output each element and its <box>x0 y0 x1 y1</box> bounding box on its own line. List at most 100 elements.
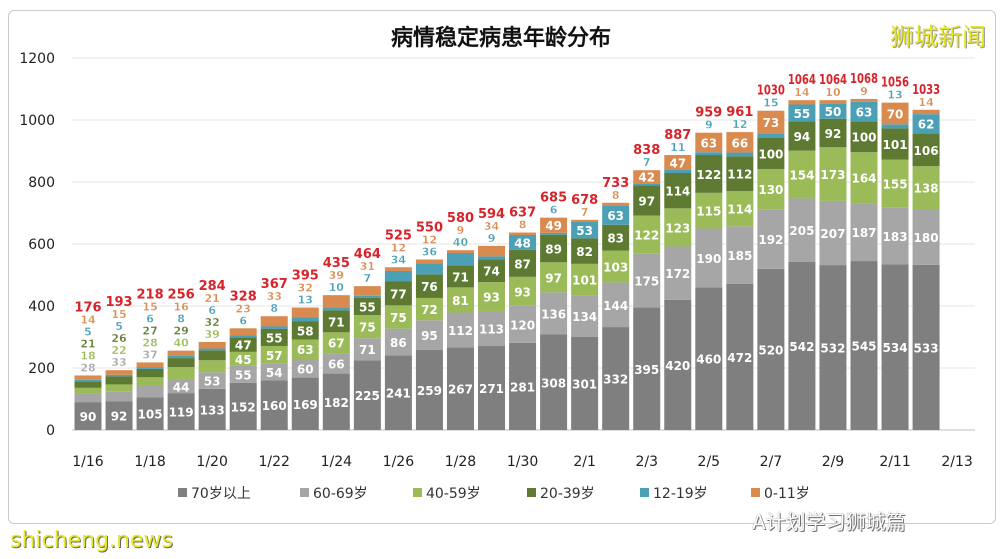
segment-label: 395 <box>634 363 659 377</box>
segment-label: 6 <box>239 314 247 327</box>
bar-segment <box>291 359 319 378</box>
bar-segment <box>136 367 164 369</box>
segment-label: 472 <box>727 351 752 365</box>
segment-label: 94 <box>794 130 811 144</box>
bar-segment <box>602 202 630 206</box>
bar-segment <box>757 133 785 138</box>
segment-label: 49 <box>545 219 562 233</box>
bar-segment <box>260 380 288 430</box>
segment-label: 32 <box>298 282 313 295</box>
segment-label: 9 <box>457 224 465 237</box>
bar-segment <box>726 152 754 157</box>
segment-label: 63 <box>856 105 873 119</box>
bar-segment <box>353 314 381 339</box>
segment-label: 112 <box>727 168 752 182</box>
segment-label: 89 <box>545 242 562 256</box>
segment-label: 520 <box>758 343 783 357</box>
segment-label: 83 <box>607 232 624 246</box>
bar-segment <box>540 232 568 235</box>
y-tick-label: 600 <box>28 237 55 253</box>
legend-swatch <box>413 488 422 497</box>
segment-label: 32 <box>205 316 220 329</box>
bar-segment <box>105 401 133 430</box>
bar-segment <box>757 137 785 169</box>
segment-label: 14 <box>918 96 934 109</box>
segment-label: 53 <box>204 375 221 389</box>
segment-label: 15 <box>763 97 778 110</box>
segment-label: 113 <box>479 322 504 336</box>
segment-label: 70 <box>887 107 904 121</box>
bar-segment <box>167 379 195 394</box>
bar-segment <box>788 100 816 105</box>
total-label: 838 <box>633 143 660 158</box>
segment-label: 112 <box>448 324 473 338</box>
bar-segment <box>478 259 506 283</box>
bar-segment <box>105 374 133 377</box>
total-label: 367 <box>261 277 288 292</box>
x-tick-label: 1/28 <box>445 454 476 470</box>
segment-label: 6 <box>146 312 154 325</box>
segment-label: 45 <box>235 353 252 367</box>
bar-segment <box>136 368 164 378</box>
bar-segment <box>540 262 568 293</box>
bar-segment <box>602 327 630 430</box>
segment-label: 101 <box>572 273 597 287</box>
bar-segment <box>881 124 909 129</box>
total-label: 1056 <box>881 76 909 91</box>
x-tick-label: 2/11 <box>879 454 910 470</box>
bar-segment <box>509 232 537 236</box>
segment-label: 28 <box>142 336 157 349</box>
bar-segment <box>260 345 288 364</box>
bar-segment <box>850 101 878 122</box>
segment-label: 271 <box>479 382 504 396</box>
legend-label: 12-19岁 <box>653 486 708 502</box>
segment-label: 71 <box>328 315 345 329</box>
bar-segment <box>291 339 319 360</box>
bar-segment <box>478 282 506 311</box>
segment-label: 48 <box>514 236 531 250</box>
segment-label: 115 <box>696 205 721 219</box>
bar-segment <box>415 259 443 264</box>
bar-segment <box>229 328 257 336</box>
segment-label: 187 <box>851 226 876 240</box>
segment-label: 130 <box>758 183 783 197</box>
total-label: 961 <box>726 105 753 120</box>
segment-label: 100 <box>851 131 876 145</box>
segment-label: 8 <box>270 302 278 315</box>
bar-segment <box>136 397 164 430</box>
bar-segment <box>881 159 909 208</box>
segment-label: 97 <box>545 271 562 285</box>
bar-segment <box>509 235 537 250</box>
segment-label: 332 <box>603 373 628 387</box>
segment-label: 122 <box>634 228 659 242</box>
segment-label: 182 <box>324 396 349 410</box>
legend-swatch <box>178 488 187 497</box>
bar-segment <box>353 297 381 315</box>
segment-label: 33 <box>267 290 282 303</box>
segment-label: 9 <box>488 232 496 245</box>
bar-segment <box>136 362 164 368</box>
bar-segment <box>384 281 412 306</box>
logo: 狮城新闻 <box>890 23 986 51</box>
segment-label: 175 <box>634 274 659 288</box>
segment-label: 55 <box>359 300 376 314</box>
bar-segment <box>509 249 537 277</box>
segment-label: 15 <box>142 300 157 313</box>
bar-segment <box>136 385 164 398</box>
bar-segment <box>695 192 723 229</box>
bar-segment <box>509 276 537 306</box>
segment-label: 66 <box>731 136 748 150</box>
segment-label: 75 <box>390 311 407 325</box>
bar-segment <box>229 335 257 338</box>
x-tick-label: 2/7 <box>760 454 783 470</box>
segment-label: 90 <box>80 410 97 424</box>
segment-label: 14 <box>794 86 810 99</box>
segment-label: 205 <box>789 224 814 238</box>
bar-segment <box>664 173 692 209</box>
segment-label: 33 <box>111 356 126 369</box>
bar-segment <box>229 337 257 352</box>
total-label: 395 <box>292 269 319 284</box>
bar-segment <box>291 307 319 318</box>
segment-label: 160 <box>262 399 287 413</box>
segment-label: 5 <box>115 320 123 333</box>
